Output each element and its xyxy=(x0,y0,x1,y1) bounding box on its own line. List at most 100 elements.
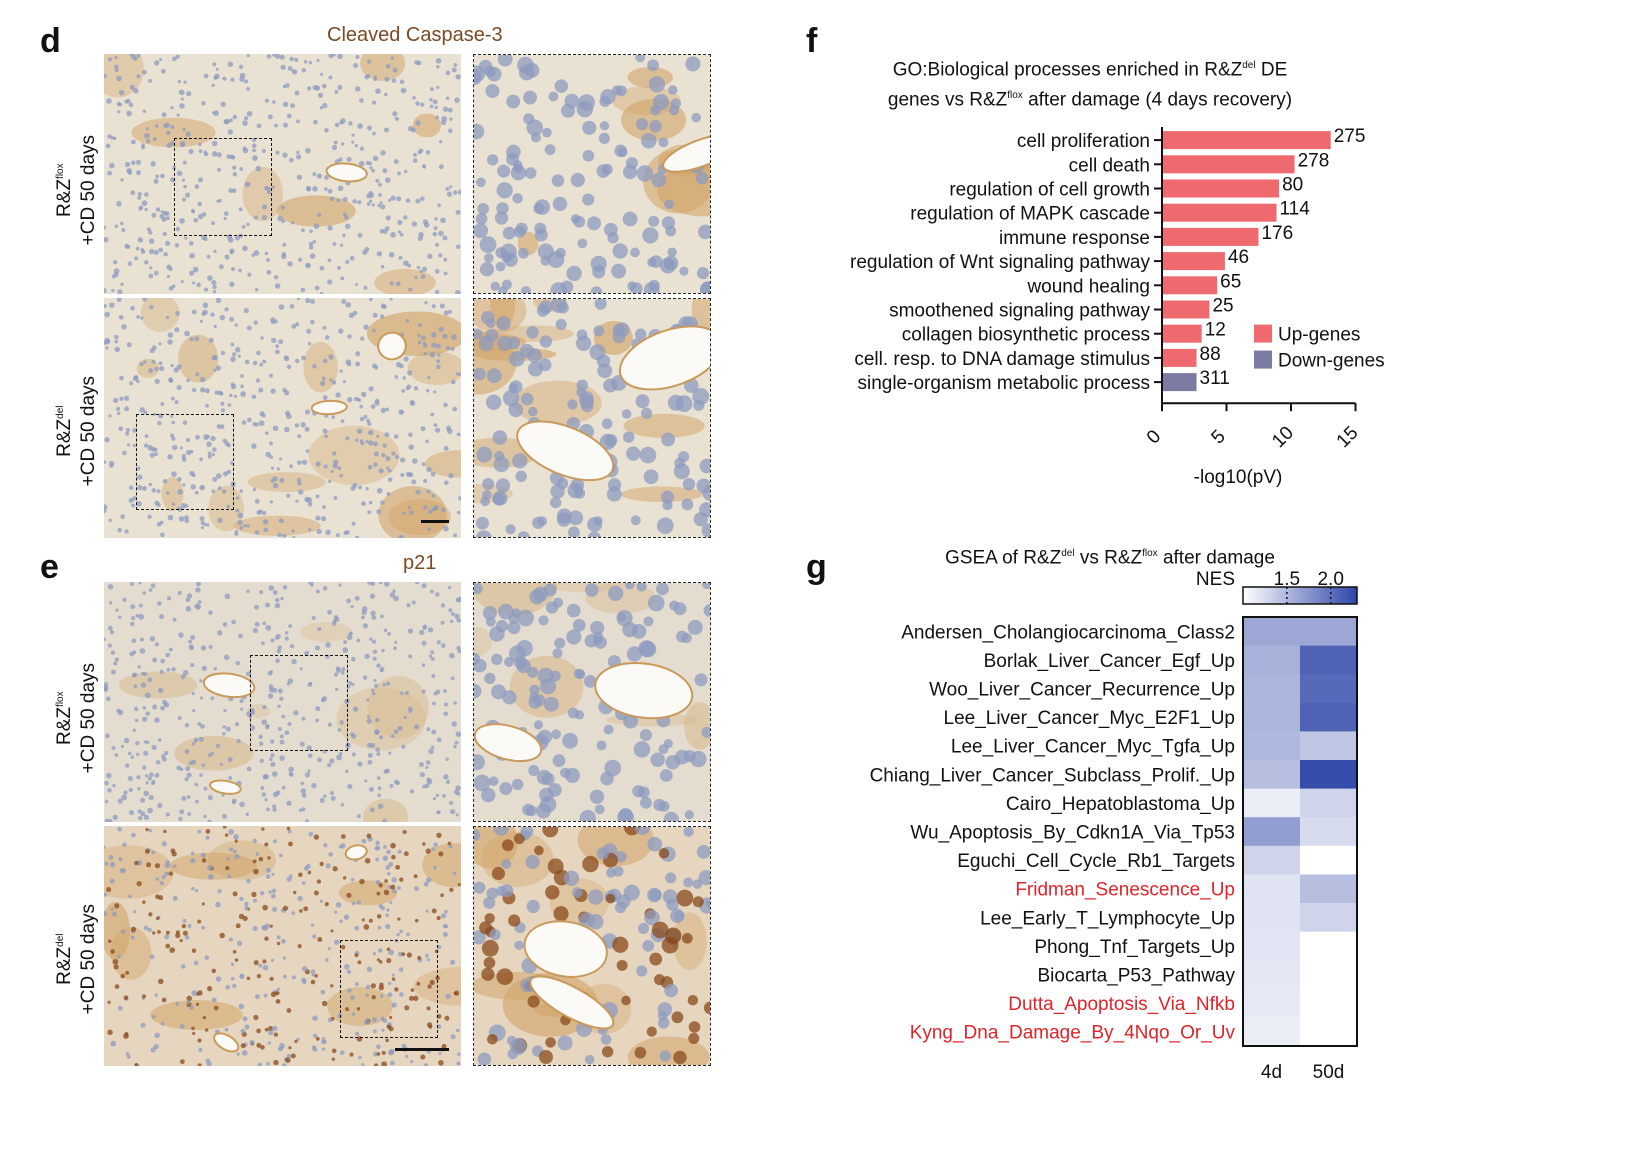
bar-label: regulation of Wnt signaling pathway xyxy=(850,252,1150,273)
bar-count-label: 88 xyxy=(1200,344,1221,365)
panel-letter-e: e xyxy=(40,548,59,586)
heat-row-label: Fridman_Senescence_Up xyxy=(1015,880,1235,901)
bar xyxy=(1163,348,1197,367)
heat-cell xyxy=(1300,788,1357,818)
panel-letter-g: g xyxy=(806,548,827,586)
heat-cell xyxy=(1243,845,1300,875)
panel-letter-f: f xyxy=(806,22,818,60)
heat-cell xyxy=(1243,903,1300,933)
x-tick-label: 0 xyxy=(1143,426,1165,448)
heat-cell xyxy=(1243,617,1300,647)
heat-frame xyxy=(1242,616,1358,1047)
heat-cell xyxy=(1300,674,1357,704)
bar-count-label: 278 xyxy=(1298,150,1330,171)
heat-cell xyxy=(1300,903,1357,933)
heat-col-label: 50d xyxy=(1313,1062,1345,1083)
heat-cell xyxy=(1243,760,1300,790)
bar-count-label: 311 xyxy=(1200,368,1230,389)
heat-cell xyxy=(1300,988,1357,1018)
heat-row-label: Biocarta_P53_Pathway xyxy=(1037,966,1235,987)
row-label-d-del: R&Zdel +CD 50 days xyxy=(54,375,100,487)
nes-label: NES xyxy=(1196,569,1235,590)
nes-tick-label: 1.5 xyxy=(1274,569,1300,590)
bar xyxy=(1163,131,1331,150)
bar-count-label: 46 xyxy=(1228,247,1249,268)
bar xyxy=(1163,300,1210,319)
inset-box-d-flox xyxy=(174,138,272,236)
heat-cell xyxy=(1243,960,1300,990)
heat-cell xyxy=(1300,817,1357,847)
heat-row-label: Kyng_Dna_Damage_By_4Nqo_Or_Uv xyxy=(910,1023,1236,1044)
heat-cell xyxy=(1243,645,1300,675)
micrograph-d-del xyxy=(104,298,461,538)
chart-title-f: GO:Biological processes enriched in R&Zd… xyxy=(887,59,1293,111)
bar xyxy=(1163,276,1218,295)
heat-cell xyxy=(1243,674,1300,704)
scale-bar-d xyxy=(421,520,449,523)
bar-count-label: 176 xyxy=(1261,223,1293,244)
heat-cell xyxy=(1243,1017,1300,1047)
heat-col-label: 4d xyxy=(1261,1062,1282,1083)
micrograph-e-del xyxy=(104,826,461,1066)
bar-label: cell. resp. to DNA damage stimulus xyxy=(854,349,1150,370)
row-label-e-flox: R&Zflox +CD 50 days xyxy=(54,662,100,774)
bar-count-label: 25 xyxy=(1212,296,1233,317)
heatmap-gsea: NES 1.5 2.0 Andersen_Cholangiocarcinoma_Cla… xyxy=(870,569,1358,1083)
heat-row-label: Wu_Apoptosis_By_Cdkn1A_Via_Tp53 xyxy=(910,823,1235,844)
heat-row-label: Phong_Tnf_Targets_Up xyxy=(1034,937,1235,958)
heat-row-label: Andersen_Cholangiocarcinoma_Class2 xyxy=(901,622,1235,643)
heat-cell xyxy=(1243,702,1300,732)
heat-row-label: Dutta_Apoptosis_Via_Nfkb xyxy=(1008,994,1235,1015)
bar-label: cell death xyxy=(1069,155,1150,176)
micrograph-d-flox xyxy=(104,54,461,294)
heat-row-label: Lee_Early_T_Lymphocyte_Up xyxy=(980,908,1235,929)
bar-label: wound healing xyxy=(1026,276,1150,297)
heat-cell xyxy=(1300,760,1357,790)
bar-label: cell proliferation xyxy=(1017,131,1150,152)
bar-count-label: 65 xyxy=(1220,271,1241,292)
zoom-d-del xyxy=(473,298,711,538)
stain-title-caspase: Cleaved Caspase-3 xyxy=(327,24,503,46)
bar-chart-go: cell proliferation 275 cell death 278 regula… xyxy=(850,126,1385,488)
bar-count-label: 12 xyxy=(1205,320,1226,341)
chart-title-g: GSEA of R&Zdel vs R&Zflox after damage xyxy=(945,547,1275,569)
row-label-d-flox: R&Zflox +CD 50 days xyxy=(54,134,100,246)
micrograph-e-flox xyxy=(104,582,461,822)
x-tick-label: 15 xyxy=(1333,422,1363,452)
bar-count-label: 114 xyxy=(1280,199,1311,220)
bar xyxy=(1163,373,1197,392)
x-tick-label: 10 xyxy=(1268,422,1298,452)
row-label-e-del: R&Zdel +CD 50 days xyxy=(54,903,100,1015)
inset-box-e-flox xyxy=(250,655,348,751)
bar-label: smoothened signaling pathway xyxy=(889,301,1150,322)
heat-row-label: Woo_Liver_Cancer_Recurrence_Up xyxy=(929,680,1235,701)
heat-cell xyxy=(1243,788,1300,818)
bar-label: single-organism metabolic process xyxy=(857,373,1150,394)
heat-cell xyxy=(1300,702,1357,732)
legend-swatch xyxy=(1254,324,1272,343)
x-tick-label: 5 xyxy=(1207,426,1229,448)
inset-box-e-del xyxy=(340,940,438,1038)
x-axis-label: -log10(pV) xyxy=(1194,467,1283,488)
bar-label: collagen biosynthetic process xyxy=(902,325,1150,346)
zoom-e-flox xyxy=(473,582,711,822)
heat-cell xyxy=(1243,988,1300,1018)
heat-cell xyxy=(1300,731,1357,761)
stain-title-p21: p21 xyxy=(403,552,437,574)
zoom-e-del xyxy=(473,826,711,1066)
panel-letter-d: d xyxy=(40,22,61,60)
bar-label: regulation of MAPK cascade xyxy=(910,204,1150,225)
heat-row-label: Borlak_Liver_Cancer_Egf_Up xyxy=(984,651,1235,672)
heat-row-label: Chiang_Liver_Cancer_Subclass_Prolif._Up xyxy=(870,765,1235,786)
bar xyxy=(1163,324,1202,343)
heat-cell xyxy=(1300,617,1357,647)
heat-row-label: Eguchi_Cell_Cycle_Rb1_Targets xyxy=(957,851,1235,872)
heat-cell xyxy=(1300,645,1357,675)
scale-bar-e xyxy=(395,1048,449,1051)
bar xyxy=(1163,252,1225,271)
heat-row-label: Cairo_Hepatoblastoma_Up xyxy=(1006,794,1235,815)
bar xyxy=(1163,203,1277,222)
heat-cell xyxy=(1300,931,1357,961)
heat-cell xyxy=(1300,960,1357,990)
bar-count-label: 275 xyxy=(1334,126,1366,147)
